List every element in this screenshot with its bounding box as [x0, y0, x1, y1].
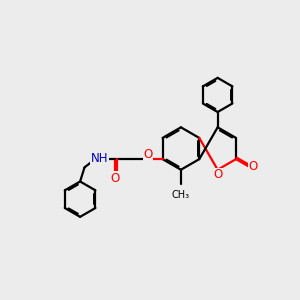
Text: NH: NH	[91, 152, 108, 165]
Text: O: O	[143, 148, 152, 161]
Text: O: O	[213, 168, 222, 181]
Text: CH₃: CH₃	[172, 190, 190, 200]
Text: O: O	[111, 172, 120, 185]
Text: O: O	[248, 160, 258, 173]
